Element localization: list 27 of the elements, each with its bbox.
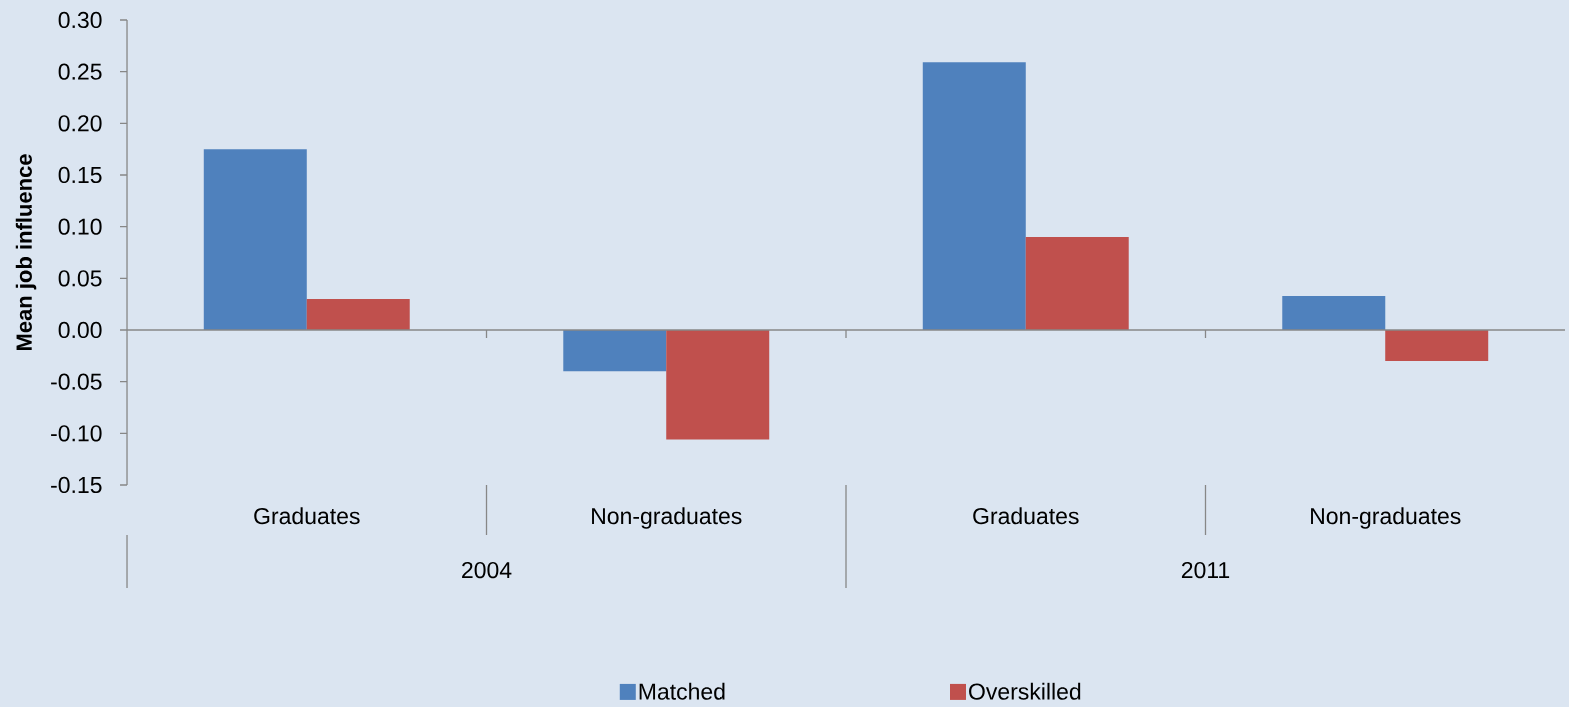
bar [306, 298, 410, 330]
x-tick-label: Graduates [973, 507, 1079, 525]
y-tick-label: 0.20 [58, 115, 102, 132]
text: 2004 [462, 561, 512, 579]
x-tick-label: Graduates [254, 507, 360, 525]
y-tick-label: 0.25 [58, 63, 102, 80]
bar [922, 62, 1026, 330]
bar [1025, 236, 1129, 330]
y-tick-label: -0.10 [51, 425, 102, 442]
x-tick-label: Non-graduates [592, 507, 742, 529]
bar [563, 329, 667, 372]
y-tick-label: -0.05 [51, 373, 102, 390]
y-tick-label: 0.15 [58, 166, 102, 184]
y-tick-label: -0.15 [51, 476, 102, 494]
legend-label: Matched [639, 682, 725, 700]
bar [1385, 329, 1489, 361]
text: 2011 [1181, 561, 1230, 579]
bar [203, 149, 307, 330]
y-tick-label: 0.00 [58, 321, 102, 339]
legend-label: Overskilled [969, 682, 1081, 700]
y-axis-title: Mean job influence [15, 154, 37, 351]
y-tick-label: 0.30 [58, 11, 102, 29]
y-tick-label: 0.05 [58, 270, 102, 287]
y-tick-label: 0.10 [58, 218, 102, 235]
x-tick-label: Non-graduates [1311, 507, 1461, 529]
bar [666, 329, 770, 440]
bar [1282, 295, 1386, 330]
